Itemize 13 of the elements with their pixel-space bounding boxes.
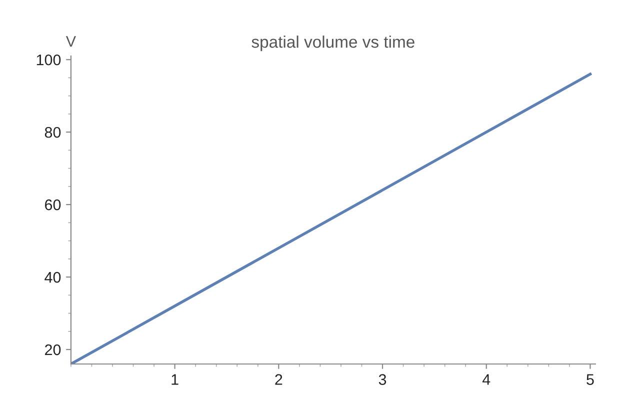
y-tick-label: 100	[36, 54, 61, 66]
x-tick-label: 3	[378, 374, 386, 385]
chart-title: spatial volume vs time	[252, 36, 414, 52]
x-tick-label: 5	[586, 374, 594, 385]
y-tick-label: 20	[45, 344, 61, 356]
x-tick-label: 2	[275, 374, 282, 385]
x-tick-label: 1	[172, 374, 178, 385]
line-series	[70, 72, 592, 364]
y-tick-label: 80	[44, 126, 61, 138]
x-tick-label: 4	[482, 374, 490, 385]
y-tick-label: 40	[44, 272, 61, 283]
y-axis-title: V	[66, 36, 76, 47]
y-tick-label: 60	[45, 199, 61, 210]
